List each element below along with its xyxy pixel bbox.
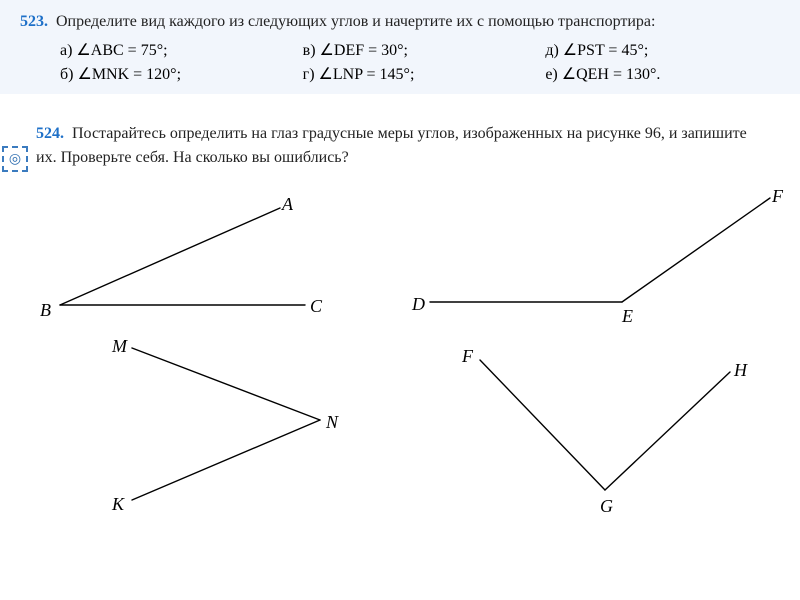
point-label-E: E xyxy=(622,306,633,327)
angles-svg xyxy=(0,180,800,540)
problem-524-text: Постарайтесь определить на глаз градусны… xyxy=(36,125,747,166)
figure-96: B A C E D F N M K G F H xyxy=(0,180,800,540)
point-label-F: F xyxy=(772,186,783,207)
problem-number-524: 524. xyxy=(36,125,64,142)
point-label-N: N xyxy=(326,412,338,433)
point-label-H: H xyxy=(734,360,747,381)
problem-524: 524. Постарайтесь определить на глаз гра… xyxy=(0,122,800,180)
eye-icon: ◎ xyxy=(2,146,28,172)
item-e: е) ∠QEH = 130°. xyxy=(545,64,770,84)
item-b: б) ∠MNK = 120°; xyxy=(60,64,285,84)
point-label-M: M xyxy=(112,336,127,357)
problem-523-items: а) ∠ABC = 75°; в) ∠DEF = 30°; д) ∠PST = … xyxy=(20,40,770,84)
point-label-A: A xyxy=(282,194,293,215)
item-a: а) ∠ABC = 75°; xyxy=(60,40,285,60)
item-d: д) ∠PST = 45°; xyxy=(545,40,770,60)
point-label-B: B xyxy=(40,300,51,321)
point-label-K: K xyxy=(112,494,124,515)
problem-523-text: Определите вид каждого из следующих угло… xyxy=(56,13,655,30)
point-label-F: F xyxy=(462,346,473,367)
point-label-D: D xyxy=(412,294,425,315)
problem-number-523: 523. xyxy=(20,13,48,30)
point-label-C: C xyxy=(310,296,322,317)
item-g: г) ∠LNP = 145°; xyxy=(303,64,528,84)
point-label-G: G xyxy=(600,496,613,517)
item-v: в) ∠DEF = 30°; xyxy=(303,40,528,60)
problem-523: 523. Определите вид каждого из следующих… xyxy=(0,0,800,94)
